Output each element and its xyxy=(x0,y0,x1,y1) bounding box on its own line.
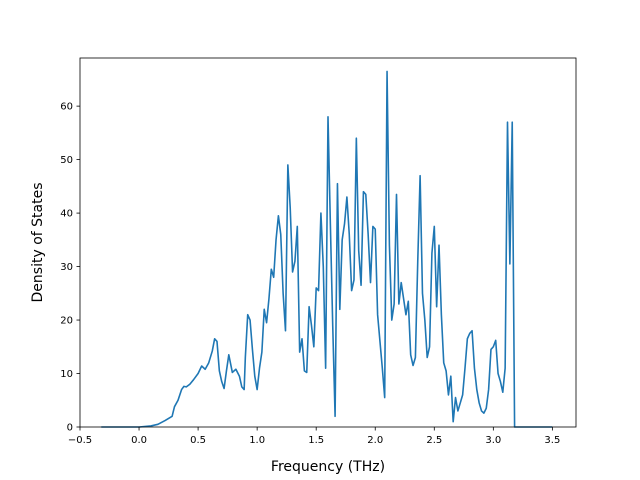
x-tick-label: 1.5 xyxy=(308,435,324,446)
x-tick-label: 0.0 xyxy=(131,435,147,446)
x-tick-label: 3.0 xyxy=(485,435,501,446)
y-tick-label: 60 xyxy=(60,102,73,113)
y-axis-label: Density of States xyxy=(30,183,46,303)
y-tick-label: 30 xyxy=(60,262,73,273)
x-tick-label: 0.5 xyxy=(190,435,206,446)
axes-frame xyxy=(79,57,577,428)
y-tick-label: 50 xyxy=(60,155,73,166)
x-axis: −0.5 0.0 0.5 1.0 1.5 2.0 2.5 3.0 3.5 xyxy=(68,427,560,446)
x-axis-label: Frequency (THz) xyxy=(271,459,385,475)
x-tick-label: 3.5 xyxy=(544,435,560,446)
series-layer xyxy=(101,70,553,428)
y-tick-label: 20 xyxy=(60,316,73,327)
y-tick-label: 10 xyxy=(60,369,73,380)
x-tick-label: −0.5 xyxy=(68,435,92,446)
y-tick-label: 40 xyxy=(60,209,73,220)
y-axis: 0 10 20 30 40 50 60 xyxy=(60,102,80,434)
x-tick-label: 2.5 xyxy=(426,435,442,446)
x-tick-label: 2.0 xyxy=(367,435,383,446)
dos-series-line xyxy=(101,70,553,428)
y-tick-label: 0 xyxy=(67,423,73,434)
x-tick-label: 1.0 xyxy=(249,435,265,446)
